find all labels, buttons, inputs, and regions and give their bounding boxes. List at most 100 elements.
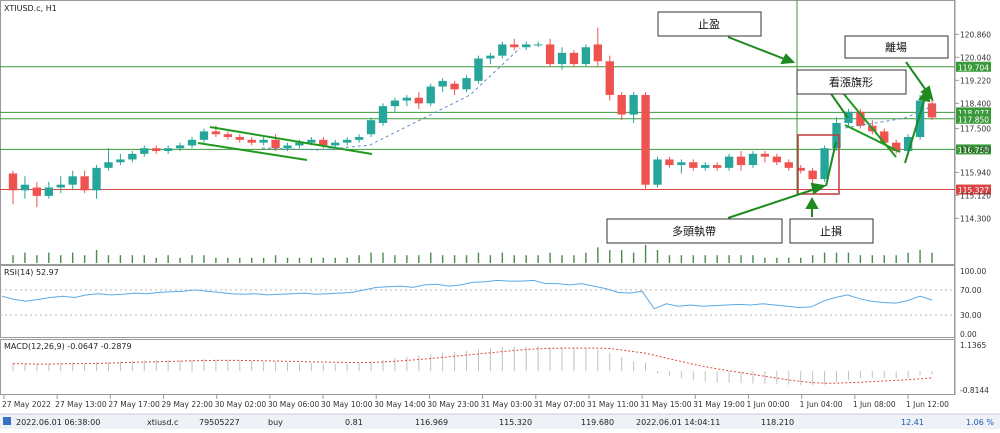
annotation-arrows [727,36,934,219]
pennant-lower-line[interactable] [197,142,308,161]
arrowhead-take-profit [780,53,796,65]
volume-bar-60 [728,255,730,263]
volume-bar-4 [60,255,62,263]
volume-bar-12 [155,257,157,263]
price-guide-dashed-2 [844,104,936,129]
candle-body-50 [605,61,614,95]
candle-body-49 [593,44,602,62]
candle-body-6 [80,176,89,191]
volume-bar-45 [549,252,551,263]
time-label-12: 31 May 15:00 [640,400,692,409]
volume-bar-42 [513,255,515,263]
status-profit: 12.41 [901,418,924,427]
volume-bar-55 [668,255,671,263]
label-bull-flag-box[interactable]: 看漲旗形 [796,69,907,95]
candle-body-37 [450,83,459,90]
label-stop-loss-box[interactable]: 止損 [789,218,874,244]
volume-bar-31 [382,252,384,263]
label-exit-box[interactable]: 離場 [844,35,949,59]
rsi-tick-0: 100.00 [960,267,986,276]
volume-bar-73 [883,255,885,263]
label-take-profit-box[interactable]: 止盈 [657,11,762,37]
volume-bar-49 [597,247,599,263]
candle-body-31 [378,106,388,123]
symbol-label: XTIUSD.c, H1 [4,4,57,13]
level-tag-text-4: 115.327 [958,186,989,195]
level-tag-4 [956,184,991,195]
label-bull-belt-box[interactable]: 多頭執帶 [606,218,783,244]
volume-bar-41 [501,252,504,263]
level-tag-1 [956,107,991,118]
time-label-8: 30 May 23:00 [427,400,479,409]
level-tag-text-3: 116.758 [958,146,989,155]
pennant-upper-line[interactable] [209,126,373,155]
candle-body-46 [557,52,567,65]
status-tp: 119.680 [581,418,614,427]
candle-body-7 [92,167,101,191]
flag-lower-line[interactable] [844,124,901,153]
volume-bar-14 [179,257,181,263]
volume-bar-53 [644,244,647,263]
status-change: 1.06 % [966,418,994,427]
rsi-tick-1: 70.00 [960,286,982,295]
candle-body-61 [736,156,746,166]
macd-label: MACD(12,26,9) -0.0647 -0.2879 [4,342,132,351]
level-tag-text-2: 117.850 [958,115,989,124]
volume-bar-51 [620,250,623,263]
candle-body-45 [545,44,555,65]
candle-body-71 [856,111,865,126]
arrowhead-bull-belt [810,182,827,195]
status-open-time: 2022.06.01 06:38:00 [16,418,100,427]
candle-body-51 [617,94,626,115]
arrowhead-up-2 [918,87,931,103]
time-axis: 27 May 2022 27 May 13:00 27 May 17:00 29 Ma… [2,395,949,409]
candle-body-3 [44,187,53,196]
candle-body-23 [283,145,292,149]
volume-bar-23 [286,257,289,263]
volume-bar-65 [788,257,790,263]
candle-body-8 [104,162,113,168]
volume-bar-10 [131,255,134,263]
candle-body-10 [128,153,137,160]
status-volume: 0.81 [345,418,363,427]
bull-belt-box[interactable] [797,134,840,195]
volume-bar-70 [847,252,850,263]
time-label-2: 27 May 17:00 [108,400,160,409]
volume-bar-25 [310,257,313,263]
time-label-16: 1 Jun 08:00 [853,400,896,409]
volume-bar-15 [191,255,193,263]
candle-body-52 [629,94,638,115]
arrow-bull-belt [727,187,819,219]
volume-bar-17 [215,257,217,263]
rsi-tick-3: 0.00 [960,330,977,339]
candle-body-39 [474,58,483,81]
candle-body-27 [331,142,340,146]
volume-bar-7 [95,250,98,263]
candle-body-64 [772,156,782,163]
volume-bar-16 [203,255,205,263]
volume-bar-34 [418,255,420,263]
drawn-trendlines[interactable] [197,86,901,161]
volume-bar-50 [609,250,611,263]
volume-bar-43 [525,255,527,263]
volume-bar-1 [24,252,26,263]
status-close-time: 2022.06.01 14:04:11 [636,418,720,427]
candle-body-16 [199,131,209,140]
volume-bar-44 [537,255,539,263]
volume-bar-75 [907,252,909,263]
candle-body-56 [677,162,686,166]
candle-body-1 [20,184,30,191]
volume-bar-77 [931,252,933,263]
volume-bar-47 [573,255,575,263]
volume-bar-76 [919,250,921,263]
price-tick-3: 118.400 [960,99,991,108]
volume-bar-28 [346,257,348,263]
price-tick-5: 116.760 [960,145,991,154]
candle-body-33 [402,97,412,101]
volume-bar-11 [143,255,145,263]
candle-body-32 [390,100,400,107]
rsi-indicator: 100.00 70.00 30.00 0.00 [0,267,986,339]
candle-body-28 [343,139,352,143]
label-bull-belt: 多頭執帶 [672,224,716,238]
